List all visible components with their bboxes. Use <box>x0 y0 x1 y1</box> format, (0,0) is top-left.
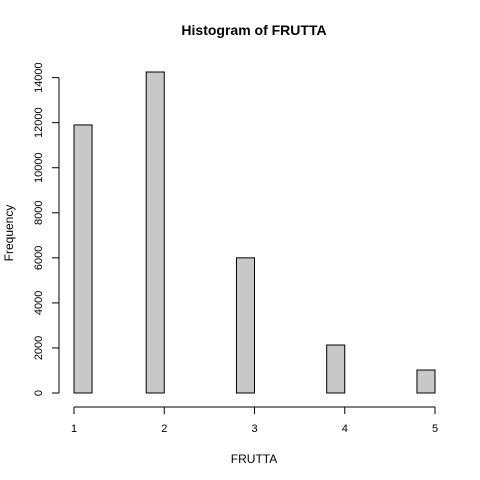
x-tick-label: 2 <box>161 423 167 435</box>
y-tick-label: 8000 <box>33 201 45 225</box>
chart-title: Histogram of FRUTTA <box>181 22 326 38</box>
x-axis-label: FRUTTA <box>231 452 277 466</box>
x-tick-label: 3 <box>251 423 257 435</box>
y-tick-label: 2000 <box>33 336 45 360</box>
y-tick-label: 12000 <box>33 107 45 138</box>
y-axis: 0 2000 4000 6000 8000 10000 12000 14000 <box>33 62 60 396</box>
y-tick-label: 14000 <box>33 62 45 93</box>
y-tick-label: 4000 <box>33 291 45 315</box>
y-tick-label: 10000 <box>33 152 45 183</box>
histogram-bar <box>326 344 346 394</box>
y-tick-label: 0 <box>33 390 45 396</box>
histogram-bar <box>416 369 436 394</box>
x-tick-label: 4 <box>342 423 348 435</box>
y-tick-label: 6000 <box>33 246 45 270</box>
histogram-bar <box>73 124 93 394</box>
y-axis-label: Frequency <box>2 205 16 262</box>
x-tick-label: 5 <box>432 423 438 435</box>
histogram-bar <box>145 71 165 394</box>
histogram-bar <box>235 257 255 394</box>
x-axis: 1 2 3 4 5 <box>71 406 438 435</box>
bars-group <box>73 71 436 394</box>
x-tick-label: 1 <box>71 423 77 435</box>
